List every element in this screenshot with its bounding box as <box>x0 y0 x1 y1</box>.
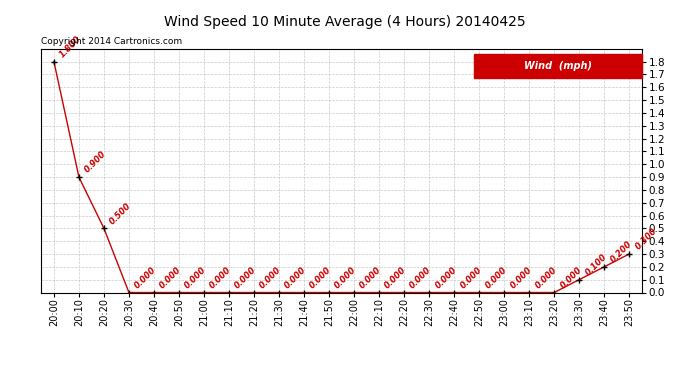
Text: 0.000: 0.000 <box>408 265 433 290</box>
Text: 0.000: 0.000 <box>308 265 333 290</box>
Text: 0.000: 0.000 <box>483 265 509 290</box>
Text: 0.000: 0.000 <box>233 265 258 290</box>
Text: 0.000: 0.000 <box>133 265 158 290</box>
Text: 0.000: 0.000 <box>558 265 584 290</box>
Text: Copyright 2014 Cartronics.com: Copyright 2014 Cartronics.com <box>41 38 183 46</box>
Text: 0.000: 0.000 <box>158 265 184 290</box>
Text: 0.000: 0.000 <box>183 265 208 290</box>
Text: 0.300: 0.300 <box>633 226 658 252</box>
Text: 0.000: 0.000 <box>509 265 533 290</box>
Text: 0.200: 0.200 <box>609 240 633 265</box>
Text: 0.000: 0.000 <box>333 265 358 290</box>
Text: 0.000: 0.000 <box>208 265 233 290</box>
Text: 0.000: 0.000 <box>383 265 408 290</box>
Text: 0.900: 0.900 <box>83 150 108 175</box>
Text: 1.800: 1.800 <box>58 34 83 59</box>
Text: 0.000: 0.000 <box>258 265 284 290</box>
Bar <box>473 54 642 78</box>
Text: Wind Speed 10 Minute Average (4 Hours) 20140425: Wind Speed 10 Minute Average (4 Hours) 2… <box>164 15 526 29</box>
Text: Wind  (mph): Wind (mph) <box>524 61 591 71</box>
Text: 0.000: 0.000 <box>358 265 384 290</box>
Text: 0.000: 0.000 <box>433 265 458 290</box>
Text: 0.500: 0.500 <box>108 201 133 226</box>
Text: 0.100: 0.100 <box>583 252 609 278</box>
Text: 0.000: 0.000 <box>458 265 484 290</box>
Text: 0.000: 0.000 <box>283 265 308 290</box>
Text: 0.000: 0.000 <box>533 265 558 290</box>
